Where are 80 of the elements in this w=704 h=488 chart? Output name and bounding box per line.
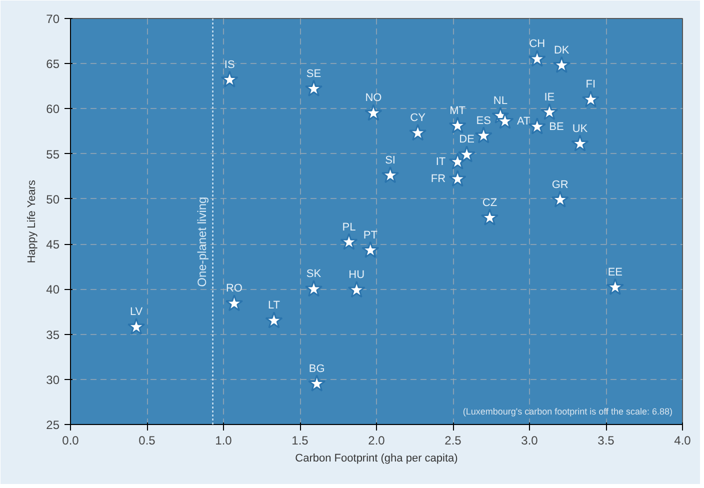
- point: [571, 134, 589, 152]
- annotation: UK: [572, 122, 588, 135]
- point: [304, 80, 323, 96]
- x-tick-label: 2.0: [368, 434, 386, 448]
- point: [127, 318, 146, 335]
- x-axis-title: Carbon Footprint (gha per capita): [295, 452, 458, 464]
- y-tick-label: 50: [46, 192, 60, 206]
- y-tick-label: 30: [46, 372, 60, 387]
- x-tick-label: 0.0: [62, 434, 80, 448]
- y-tick-label: 45: [46, 238, 60, 252]
- point: [540, 103, 558, 120]
- annotation: LV: [130, 306, 144, 318]
- point: [606, 278, 624, 295]
- y-axis-title: Happy Life Years: [26, 180, 38, 264]
- y-tick-label: 25: [46, 418, 60, 432]
- annotation: IE: [544, 91, 555, 104]
- annotation: DE: [459, 134, 474, 146]
- y-tick-label: 60: [46, 102, 60, 116]
- annotation: CZ: [482, 196, 498, 209]
- annotation: BE: [549, 120, 564, 133]
- point: [448, 116, 466, 134]
- point: [448, 152, 466, 170]
- annotation: MT: [450, 104, 466, 117]
- annotation: IT: [436, 156, 446, 168]
- ref-line-label: One-planet living: [194, 196, 209, 287]
- x-tick-label: 1.5: [292, 434, 309, 448]
- annotation: CY: [410, 112, 426, 124]
- point: [364, 104, 382, 121]
- point: [480, 208, 499, 226]
- y-tick-label: 35: [46, 328, 60, 342]
- x-tick-label: 1.0: [215, 434, 232, 448]
- point: [474, 126, 492, 144]
- y-tick-label: 70: [46, 12, 60, 26]
- x-tick-label: 3.5: [598, 434, 615, 448]
- point: [448, 170, 466, 187]
- annotation: BG: [308, 362, 325, 375]
- x-tick-label: 4.0: [674, 434, 692, 448]
- annotation: PT: [363, 229, 378, 242]
- annotation: NL: [493, 94, 508, 107]
- point: [528, 118, 546, 134]
- annotation: DK: [554, 44, 570, 56]
- point: [552, 56, 570, 74]
- y-tick-label: 55: [46, 147, 60, 162]
- annotation: ES: [476, 114, 491, 127]
- annotation: EE: [608, 266, 623, 278]
- annotation: SI: [385, 154, 396, 166]
- annotation: LT: [268, 300, 280, 312]
- annotation: RO: [226, 282, 243, 295]
- point: [340, 233, 358, 250]
- point: [348, 280, 366, 298]
- point: [528, 50, 546, 67]
- point: [582, 90, 600, 108]
- point: [225, 294, 244, 312]
- annotation: CH: [529, 38, 546, 50]
- annotation: FI: [586, 78, 596, 91]
- point: [220, 70, 238, 88]
- annotation: PL: [342, 221, 356, 234]
- y-tick-label: 65: [46, 57, 60, 72]
- annotation: (Luxembourg's carbon footprint is off the scale: 6.88): [462, 406, 673, 416]
- point: [362, 241, 380, 258]
- annotation: FR: [430, 173, 446, 186]
- point: [408, 124, 427, 141]
- point: [265, 311, 283, 328]
- point: [496, 112, 514, 129]
- point: [458, 145, 476, 162]
- annotation: SE: [306, 68, 322, 80]
- annotation: IS: [224, 58, 235, 71]
- point: [308, 374, 326, 392]
- x-tick-label: 3.0: [521, 434, 538, 448]
- point: [551, 190, 569, 208]
- annotation: AT: [517, 115, 531, 128]
- point: [304, 280, 323, 297]
- point: [381, 166, 400, 184]
- annotation: HU: [348, 269, 365, 282]
- y-tick-label: 40: [46, 282, 60, 297]
- x-tick-label: 0.5: [138, 434, 156, 448]
- x-tick-label: 2.5: [444, 434, 462, 448]
- annotation: NO: [365, 92, 382, 104]
- annotation: SK: [306, 268, 322, 280]
- annotation: GR: [552, 178, 568, 191]
